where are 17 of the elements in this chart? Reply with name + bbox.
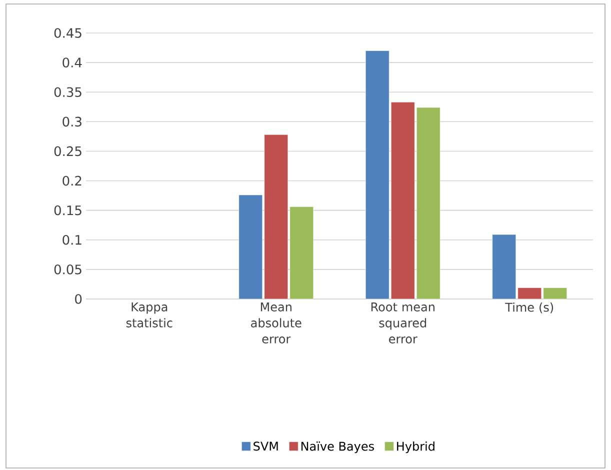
legend-label: Hybrid [397, 442, 434, 454]
y-tick-label: 0.15 [54, 205, 82, 216]
y-tick-label: 0.4 [62, 58, 82, 68]
y-tick-label: 0.35 [54, 87, 82, 98]
y-tick-label: 0.3 [62, 116, 82, 127]
y-tick-label: 0.45 [54, 28, 82, 38]
x-tick-label: Mean absolute error [251, 302, 302, 344]
y-tick-label: 0.25 [54, 146, 82, 156]
y-tick-label: 0 [75, 294, 82, 304]
x-tick-label: Kappa statistic [126, 302, 172, 328]
x-tick-label: Time (s) [505, 302, 554, 314]
y-tick-label: 0.2 [62, 176, 82, 186]
legend-label: SVM [254, 442, 278, 451]
legend-label: Naïve Bayes [301, 442, 374, 454]
y-tick-label: 0.05 [54, 264, 82, 274]
x-tick-label: Root mean squared error [371, 302, 434, 344]
y-tick-label: 0.1 [62, 234, 82, 245]
